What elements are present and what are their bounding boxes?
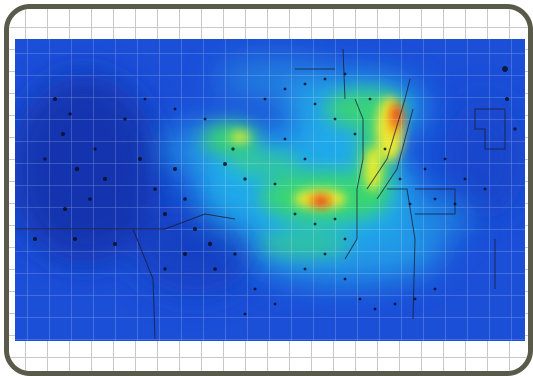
heatmap-area [15,39,525,341]
heatmap-svg [15,39,525,341]
floor-plan-lines [15,48,506,340]
heat-grid-overlay [15,39,525,341]
image-frame [4,4,533,376]
rack-markers [33,66,517,316]
